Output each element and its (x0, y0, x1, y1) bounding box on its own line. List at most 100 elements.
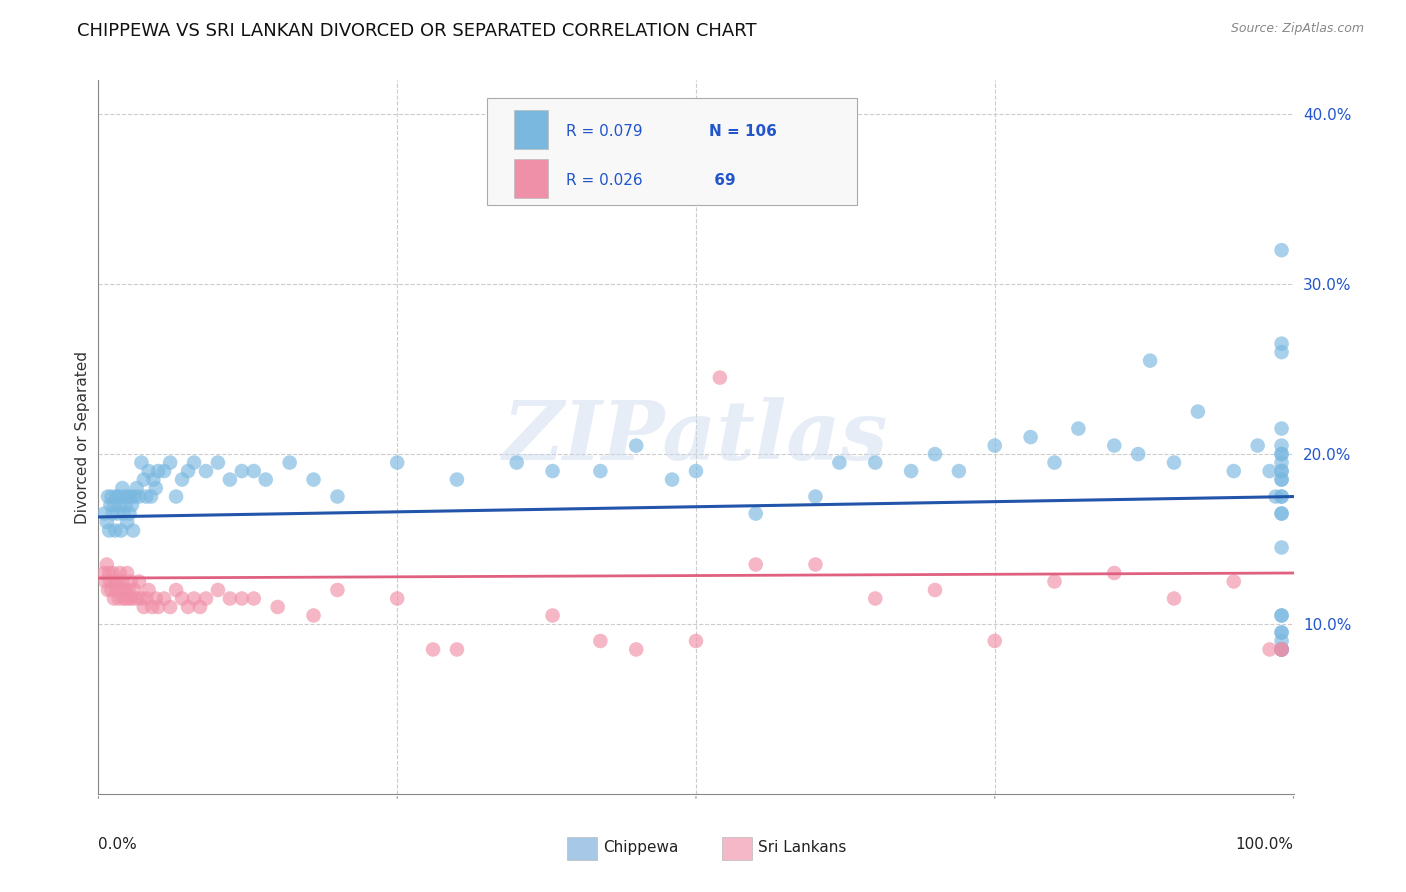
Point (105, 582, 128, 597)
Point (1271, 608, 1294, 623)
Point (114, 582, 136, 597)
Text: R = 0.079: R = 0.079 (565, 124, 643, 139)
Point (98, 524, 121, 538)
Point (1271, 642, 1294, 657)
Point (165, 490, 187, 504)
Text: 100.0%: 100.0% (1236, 837, 1294, 852)
Point (124, 490, 146, 504)
Point (1019, 430, 1042, 444)
Point (1163, 456, 1185, 470)
Point (117, 582, 139, 597)
Point (1043, 574, 1066, 589)
Point (804, 490, 827, 504)
Point (139, 490, 162, 504)
Point (302, 473, 325, 487)
Point (159, 456, 181, 470)
Point (254, 473, 277, 487)
Point (1271, 507, 1294, 521)
Point (948, 464, 970, 478)
Point (145, 591, 167, 606)
Point (231, 464, 253, 478)
Point (804, 558, 827, 572)
Point (107, 591, 129, 606)
Point (115, 566, 138, 580)
Point (219, 473, 242, 487)
Point (422, 642, 444, 657)
Point (1271, 634, 1294, 648)
Point (131, 456, 153, 470)
Point (1271, 625, 1294, 640)
Point (1271, 642, 1294, 657)
Point (1271, 642, 1294, 657)
Point (1223, 574, 1246, 589)
Point (132, 473, 155, 487)
Point (98, 498, 122, 512)
Point (1271, 490, 1294, 504)
Point (541, 464, 564, 478)
Point (589, 464, 612, 478)
Point (121, 591, 143, 606)
Point (112, 591, 135, 606)
Point (626, 642, 648, 657)
Point (131, 591, 153, 606)
Point (177, 599, 200, 614)
Point (110, 524, 132, 538)
Point (183, 456, 205, 470)
Point (1271, 464, 1294, 478)
Text: R = 0.026: R = 0.026 (565, 173, 643, 187)
Point (128, 574, 150, 589)
Point (108, 566, 131, 580)
Point (153, 591, 176, 606)
Point (924, 582, 946, 597)
Point (865, 591, 887, 606)
Point (128, 490, 150, 504)
Point (105, 490, 128, 504)
Point (111, 481, 134, 495)
Point (828, 456, 851, 470)
Point (135, 490, 157, 504)
Point (219, 591, 242, 606)
Point (626, 439, 648, 453)
Point (1223, 464, 1246, 478)
Point (117, 490, 139, 504)
Text: 69: 69 (709, 173, 735, 187)
Point (120, 574, 142, 589)
FancyBboxPatch shape (515, 159, 548, 198)
Point (1271, 464, 1294, 478)
Text: ZIPatlas: ZIPatlas (503, 397, 889, 477)
Point (110, 582, 132, 597)
Text: Chippewa: Chippewa (603, 840, 678, 855)
Point (745, 558, 768, 572)
Point (177, 464, 200, 478)
Point (1271, 456, 1294, 470)
Point (1271, 541, 1294, 555)
Point (195, 591, 218, 606)
Point (207, 456, 229, 470)
Point (506, 456, 529, 470)
Point (111, 574, 134, 589)
Point (1163, 591, 1185, 606)
Point (231, 591, 253, 606)
Point (112, 507, 135, 521)
Point (96, 558, 118, 572)
Point (1271, 345, 1294, 359)
Point (1271, 490, 1294, 504)
Point (589, 634, 612, 648)
Point (900, 464, 922, 478)
Point (1271, 642, 1294, 657)
Point (107, 574, 129, 589)
Point (446, 473, 468, 487)
Point (924, 447, 946, 461)
Point (1271, 439, 1294, 453)
Point (97, 490, 120, 504)
Point (1271, 336, 1294, 351)
Point (100, 582, 122, 597)
Point (1271, 642, 1294, 657)
FancyBboxPatch shape (723, 837, 752, 860)
Point (1271, 642, 1294, 657)
Point (1271, 447, 1294, 461)
Point (101, 566, 124, 580)
Point (1271, 473, 1294, 487)
Point (172, 591, 194, 606)
FancyBboxPatch shape (486, 98, 858, 205)
